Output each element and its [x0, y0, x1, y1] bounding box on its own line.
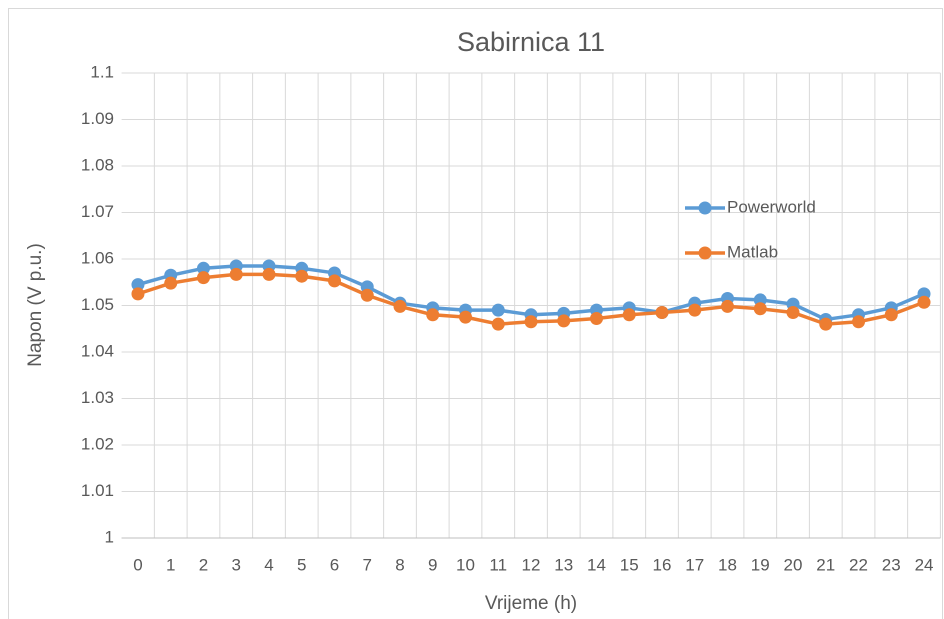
data-point — [262, 267, 276, 281]
data-point — [458, 310, 472, 324]
x-tick-label: 1 — [166, 555, 175, 574]
data-point — [295, 269, 309, 283]
legend-label: Matlab — [727, 242, 778, 261]
data-point — [786, 305, 800, 319]
x-tick-label: 5 — [297, 555, 306, 574]
y-tick-label: 1 — [105, 527, 114, 546]
x-tick-label: 4 — [264, 555, 273, 574]
data-point — [557, 314, 571, 328]
x-tick-label: 23 — [882, 555, 901, 574]
y-tick-label: 1.1 — [90, 62, 114, 81]
data-point — [590, 312, 604, 326]
data-point — [819, 317, 833, 331]
data-point — [426, 308, 440, 322]
data-point — [622, 308, 636, 322]
legend-swatch-marker — [698, 201, 712, 215]
x-tick-label: 8 — [395, 555, 404, 574]
x-tick-label: 15 — [620, 555, 639, 574]
y-tick-label: 1.04 — [81, 341, 114, 360]
x-tick-label: 0 — [133, 555, 142, 574]
data-point — [884, 308, 898, 322]
x-tick-label: 14 — [587, 555, 606, 574]
data-point — [229, 267, 243, 281]
data-point — [196, 271, 210, 285]
legend-label: Powerworld — [727, 197, 816, 216]
x-tick-label: 24 — [915, 555, 934, 574]
data-point — [753, 302, 767, 316]
y-tick-label: 1.07 — [81, 202, 114, 221]
x-tick-label: 16 — [653, 555, 672, 574]
chart-title: Sabirnica 11 — [457, 27, 605, 57]
x-tick-label: 18 — [718, 555, 737, 574]
data-point — [164, 276, 178, 290]
y-axis-label: Napon (V p.u.) — [25, 243, 46, 367]
data-point — [491, 303, 505, 317]
x-tick-label: 17 — [685, 555, 704, 574]
y-tick-label: 1.06 — [81, 248, 114, 267]
data-point — [688, 303, 702, 317]
y-tick-label: 1.03 — [81, 388, 114, 407]
data-point — [721, 299, 735, 313]
data-point — [131, 278, 145, 292]
legend-swatch-marker — [698, 246, 712, 260]
x-tick-label: 10 — [456, 555, 475, 574]
x-tick-label: 9 — [428, 555, 437, 574]
x-tick-label: 2 — [199, 555, 208, 574]
data-point — [524, 315, 538, 329]
x-axis-label: Vrijeme (h) — [485, 593, 577, 614]
x-tick-label: 22 — [849, 555, 868, 574]
data-point — [393, 299, 407, 313]
x-tick-label: 19 — [751, 555, 770, 574]
data-point — [360, 288, 374, 302]
chart-frame — [8, 8, 943, 619]
x-tick-label: 3 — [231, 555, 240, 574]
x-tick-label: 11 — [489, 555, 507, 574]
x-tick-label: 20 — [784, 555, 803, 574]
x-tick-label: 13 — [554, 555, 573, 574]
y-tick-label: 1.05 — [81, 295, 114, 314]
x-tick-label: 6 — [330, 555, 339, 574]
data-point — [327, 274, 341, 288]
data-point — [917, 295, 931, 309]
data-point — [655, 305, 669, 319]
y-tick-label: 1.02 — [81, 434, 114, 453]
y-tick-label: 1.08 — [81, 155, 114, 174]
x-tick-label: 21 — [816, 555, 835, 574]
data-point — [131, 287, 145, 301]
x-tick-label: 7 — [363, 555, 372, 574]
y-tick-label: 1.09 — [81, 109, 114, 128]
y-tick-label: 1.01 — [81, 481, 114, 500]
data-point — [491, 317, 505, 331]
data-point — [196, 261, 210, 275]
x-tick-label: 12 — [522, 555, 541, 574]
data-point — [852, 315, 866, 329]
